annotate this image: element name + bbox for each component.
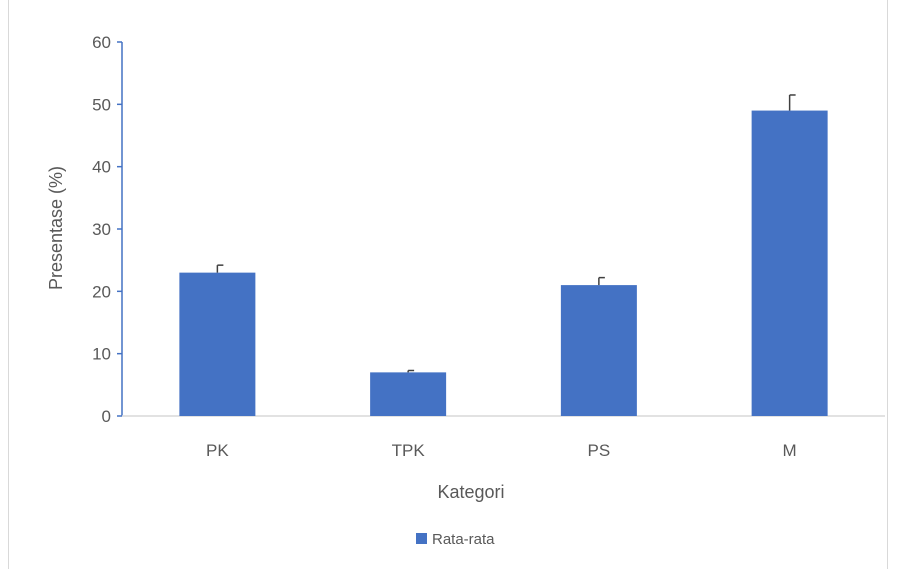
x-axis: PK TPK PS M: [122, 415, 885, 460]
bars: [179, 110, 828, 417]
legend-swatch: [416, 533, 427, 544]
y-tick-label: 50: [92, 95, 111, 114]
x-tick-label: TPK: [392, 441, 426, 460]
x-tick-label: PK: [206, 441, 229, 460]
y-tick-label: 20: [92, 282, 111, 301]
y-tick-label: 40: [92, 158, 111, 177]
y-tick-label: 30: [92, 220, 111, 239]
bar-ps: [560, 285, 637, 416]
y-axis-label: Presentase (%): [46, 166, 66, 290]
x-axis-label: Kategori: [437, 482, 504, 502]
legend-label: Rata-rata: [432, 531, 495, 548]
y-axis: 0 10 20 30 40 50 60: [92, 33, 123, 426]
x-tick-label: M: [783, 441, 797, 460]
y-tick-label: 0: [102, 407, 111, 426]
bar-m: [751, 110, 828, 417]
bar-tpk: [370, 372, 447, 416]
error-bars: [216, 94, 796, 373]
y-tick-label: 60: [92, 33, 111, 52]
y-tick-label: 10: [92, 345, 111, 364]
chart-border: [8, 0, 888, 569]
x-tick-label: PS: [588, 441, 611, 460]
bar-pk: [179, 272, 256, 416]
legend: Rata-rata: [416, 531, 495, 548]
